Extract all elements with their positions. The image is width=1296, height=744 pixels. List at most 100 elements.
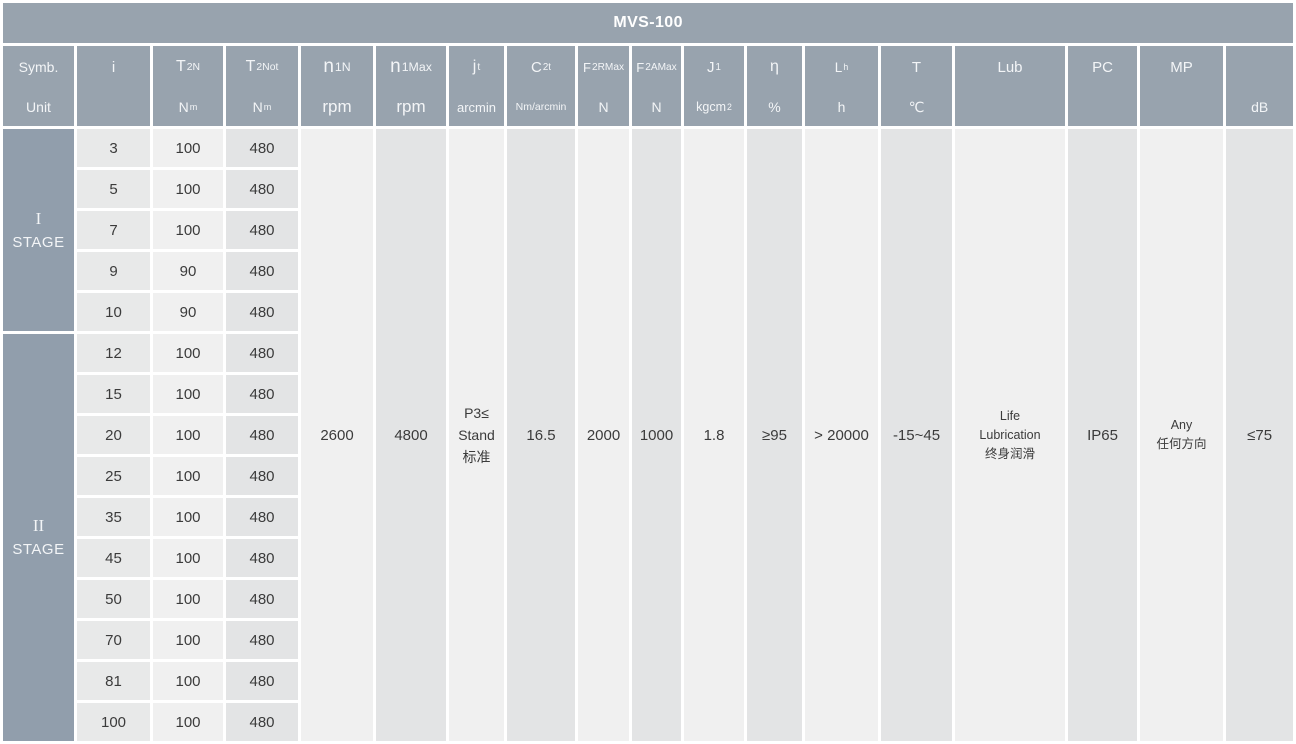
col-unit: rpm <box>322 97 352 116</box>
col-unit <box>1140 88 1223 126</box>
col-symbol: η <box>770 58 779 75</box>
cell-t2n: 100 <box>153 539 223 577</box>
col-header-f2rmax: F 2RMax N <box>578 46 629 126</box>
jt-line: 标准 <box>462 449 491 465</box>
cell-i: 100 <box>77 703 150 741</box>
col-header-t: T ℃ <box>881 46 952 126</box>
col-unit: h <box>837 99 846 115</box>
col-header-lub: Lub <box>955 46 1065 126</box>
col-unit: N <box>598 99 609 115</box>
cell-t2n: 100 <box>153 457 223 495</box>
jt-line: Stand <box>458 427 495 443</box>
cell-i: 81 <box>77 662 150 700</box>
col-unit: Nm/arcmin <box>515 101 567 113</box>
cell-i: 12 <box>77 334 150 372</box>
col-symbol: T <box>911 58 922 76</box>
merged-cell-lub: Life Lubrication 终身润滑 <box>955 129 1065 741</box>
col-symbol: C 2t <box>531 58 551 76</box>
stage-label-2: II STAGE <box>3 334 74 741</box>
cell-i: 50 <box>77 580 150 618</box>
lub-line: Lubrication <box>979 427 1041 442</box>
stage-text: STAGE <box>12 541 65 558</box>
cell-t2n: 100 <box>153 211 223 249</box>
merged-cell-c2t: 16.5 <box>507 129 575 741</box>
cell-t2n: 100 <box>153 375 223 413</box>
col-header-f2amax: F 2AMax N <box>632 46 681 126</box>
col-symbol: n 1Max <box>390 56 432 77</box>
cell-i: 15 <box>77 375 150 413</box>
col-header-j1: J 1 kgcm 2 <box>684 46 744 126</box>
merged-cell-eta: ≥95 <box>747 129 802 741</box>
merged-cell-n1n: 2600 <box>301 129 373 741</box>
col-unit: kgcm 2 <box>696 100 732 114</box>
model-title: MVS-100 <box>3 3 1294 43</box>
col-unit: ℃ <box>908 98 925 115</box>
cell-t2not: 480 <box>226 539 298 577</box>
stage-text: STAGE <box>12 233 65 251</box>
cell-i: 3 <box>77 129 150 167</box>
cell-t2n: 100 <box>153 334 223 372</box>
col-header-symb-unit: Symb. Unit <box>3 46 74 126</box>
col-symbol: F 2RMax <box>582 59 625 75</box>
lub-line: Life <box>999 408 1021 423</box>
col-unit <box>77 88 150 126</box>
merged-cell-pc: IP65 <box>1068 129 1137 741</box>
cell-t2not: 480 <box>226 703 298 741</box>
cell-t2not: 480 <box>226 621 298 659</box>
col-header-c2t: C 2t Nm/arcmin <box>507 46 575 126</box>
col-header-jt: j t arcmin <box>449 46 504 126</box>
col-symbol: T 2Not <box>245 58 279 75</box>
cell-t2not: 480 <box>226 375 298 413</box>
col-unit <box>955 88 1065 126</box>
cell-t2not: 480 <box>226 170 298 208</box>
merged-cell-db: ≤75 <box>1226 129 1294 741</box>
merged-cell-f2amax: 1000 <box>632 129 681 741</box>
stage-numeral: II <box>32 516 45 535</box>
cell-t2not: 480 <box>226 662 298 700</box>
cell-t2n: 100 <box>153 416 223 454</box>
cell-t2n: 90 <box>153 293 223 331</box>
col-unit: arcmin <box>456 99 496 115</box>
merged-cell-f2rmax: 2000 <box>578 129 629 741</box>
col-symbol: Lub <box>997 58 1023 76</box>
cell-t2not: 480 <box>226 498 298 536</box>
cell-t2n: 100 <box>153 662 223 700</box>
mp-line: Any <box>1170 418 1193 432</box>
col-symbol: F 2AMax <box>636 59 677 75</box>
cell-t2n: 100 <box>153 703 223 741</box>
cell-i: 25 <box>77 457 150 495</box>
col-header-db: dB <box>1226 46 1294 126</box>
stage-numeral: I <box>35 208 42 228</box>
merged-cell-mp: Any 任何方向 <box>1140 129 1223 741</box>
col-header-n1max: n 1Max rpm <box>376 46 446 126</box>
col-unit: N <box>651 99 662 115</box>
col-unit: % <box>768 99 781 115</box>
cell-t2not: 480 <box>226 211 298 249</box>
cell-i: 35 <box>77 498 150 536</box>
cell-i: 9 <box>77 252 150 290</box>
cell-t2n: 100 <box>153 498 223 536</box>
col-unit <box>1068 88 1137 126</box>
cell-t2not: 480 <box>226 416 298 454</box>
col-symbol <box>1226 46 1293 88</box>
col-symbol: MP <box>1170 58 1193 76</box>
cell-i: 45 <box>77 539 150 577</box>
merged-cell-t: -15~45 <box>881 129 952 741</box>
cell-i: 7 <box>77 211 150 249</box>
cell-t2n: 100 <box>153 621 223 659</box>
col-symbol: Symb. <box>18 59 59 75</box>
cell-t2not: 480 <box>226 252 298 290</box>
col-symbol: i <box>111 58 116 76</box>
merged-cell-lh: > 20000 <box>805 129 878 741</box>
col-header-pc: PC <box>1068 46 1137 126</box>
col-header-mp: MP <box>1140 46 1223 126</box>
col-unit: dB <box>1251 99 1269 115</box>
mp-line: 任何方向 <box>1156 437 1207 451</box>
cell-t2n: 100 <box>153 580 223 618</box>
